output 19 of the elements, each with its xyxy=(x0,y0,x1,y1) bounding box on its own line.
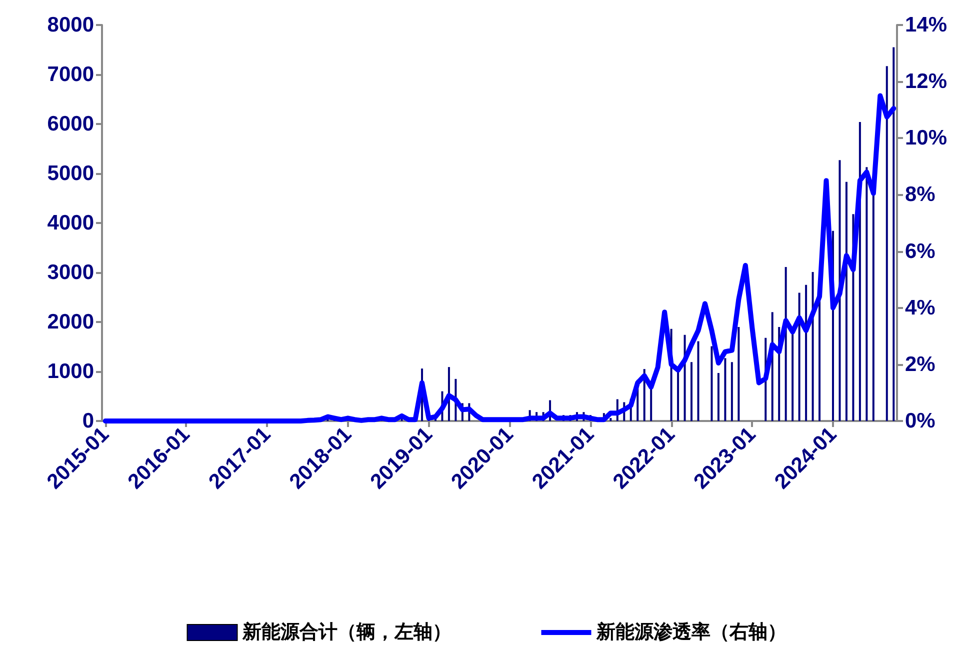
legend-label: 新能源渗透率（右轴） xyxy=(595,621,786,643)
y-tick-label: 5000 xyxy=(47,162,94,185)
y-tick-label: 1000 xyxy=(47,360,94,383)
y2-tick-label: 6% xyxy=(905,240,936,263)
y-tick-label: 6000 xyxy=(47,112,94,136)
y-tick-label: 0 xyxy=(82,410,94,432)
y2-tick-label: 8% xyxy=(905,183,936,206)
y2-tick-label: 2% xyxy=(905,352,936,376)
y2-tick-label: 14% xyxy=(905,14,948,36)
y-tick-label: 7000 xyxy=(47,63,94,86)
y-tick-label: 3000 xyxy=(47,261,94,284)
y-tick-label: 2000 xyxy=(47,310,94,334)
y2-tick-label: 10% xyxy=(905,126,948,150)
y2-tick-label: 12% xyxy=(905,70,948,94)
y2-tick-label: 0% xyxy=(905,410,936,432)
y-tick-label: 4000 xyxy=(47,212,94,234)
y2-tick-label: 4% xyxy=(905,296,936,320)
legend-label: 新能源合计（辆，左轴） xyxy=(241,621,452,643)
y-tick-label: 8000 xyxy=(47,14,94,36)
